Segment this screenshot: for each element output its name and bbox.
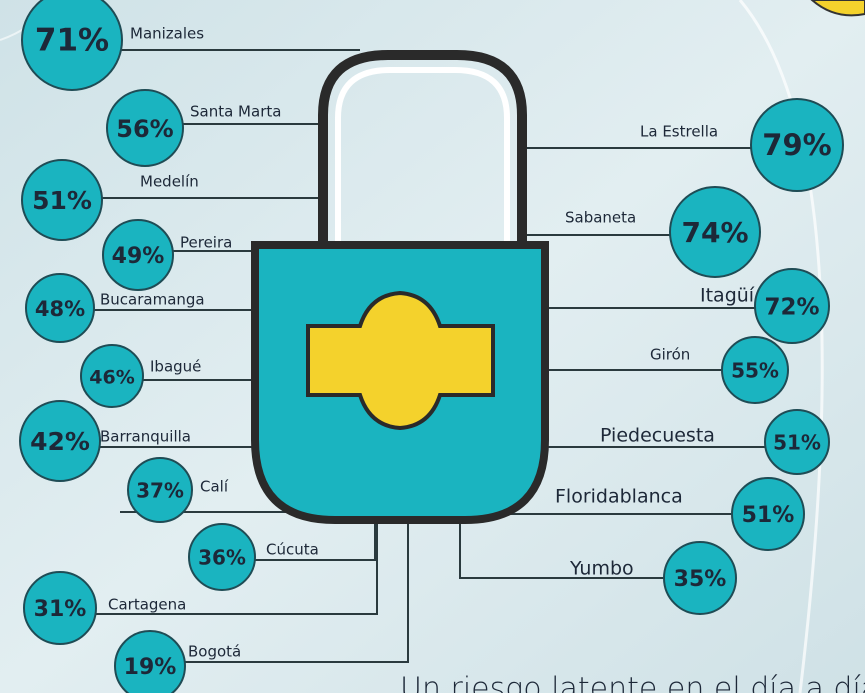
connector	[95, 520, 378, 615]
city: La Estrella	[640, 123, 718, 141]
percent: 19%	[124, 655, 177, 680]
city: Pereira	[180, 234, 232, 252]
city: Manizales	[130, 25, 204, 43]
city: Yumbo	[569, 558, 634, 580]
percent-badge	[731, 477, 805, 551]
city: Calí	[200, 478, 229, 496]
percent-badge	[23, 571, 97, 645]
items: 71% Manizales 56% Santa Marta 51% Medelín 49% P…	[19, 0, 844, 693]
caption: Un riesgo latente en el día a día del de…	[400, 672, 865, 693]
percent: 46%	[89, 367, 134, 389]
percent-badge	[106, 89, 184, 167]
percent: 71%	[35, 23, 109, 59]
percent-badge	[21, 0, 123, 91]
percent-badge	[21, 159, 103, 241]
percent-badge	[754, 268, 830, 344]
city: Sabaneta	[565, 209, 636, 227]
connectors	[92, 49, 765, 663]
percent: 31%	[34, 597, 87, 622]
percent-badge	[669, 186, 761, 278]
connector	[459, 520, 664, 579]
city: Barranquilla	[100, 428, 191, 446]
percent: 56%	[116, 115, 173, 143]
percent: 51%	[742, 503, 795, 528]
percent: 35%	[674, 567, 727, 592]
percent-badge	[114, 630, 186, 693]
percent-badge	[19, 400, 101, 482]
percent-badge	[663, 541, 737, 615]
percent: 74%	[681, 216, 748, 249]
percent-badge	[750, 98, 844, 192]
percent-badge	[188, 523, 256, 591]
city: Itagüí	[700, 285, 755, 307]
percent: 49%	[112, 244, 165, 269]
city: Cúcuta	[266, 541, 319, 559]
percent-badge	[721, 336, 789, 404]
percent: 79%	[762, 128, 831, 162]
percent: 51%	[32, 186, 92, 215]
city: Bucaramanga	[100, 291, 205, 309]
keyhole-plate	[306, 290, 495, 431]
percent-badge	[764, 409, 830, 475]
city: Santa Marta	[190, 103, 281, 121]
city: Medelín	[140, 173, 199, 191]
city: Ibagué	[150, 358, 201, 376]
padlock-shackle-inner	[335, 67, 510, 260]
padlock-shackle	[318, 50, 527, 260]
percent: 72%	[764, 295, 819, 321]
percent-badge	[25, 273, 95, 343]
decor-arc	[738, 0, 824, 693]
city: Girón	[650, 346, 690, 364]
city: Floridablanca	[555, 486, 683, 508]
percent: 36%	[198, 546, 246, 570]
corner-icon	[810, 0, 865, 17]
city: Bogotá	[188, 643, 241, 661]
connector	[185, 520, 409, 663]
city: Cartagena	[108, 596, 186, 614]
percent: 37%	[136, 479, 184, 503]
percent: 51%	[773, 431, 821, 455]
percent: 42%	[30, 427, 90, 456]
percent-badge	[127, 457, 193, 523]
percent: 48%	[35, 297, 85, 321]
connector	[255, 520, 376, 561]
city: Piedecuesta	[600, 425, 715, 447]
percent: 55%	[731, 359, 779, 383]
percent-badge	[80, 344, 144, 408]
percent-badge	[102, 219, 174, 291]
